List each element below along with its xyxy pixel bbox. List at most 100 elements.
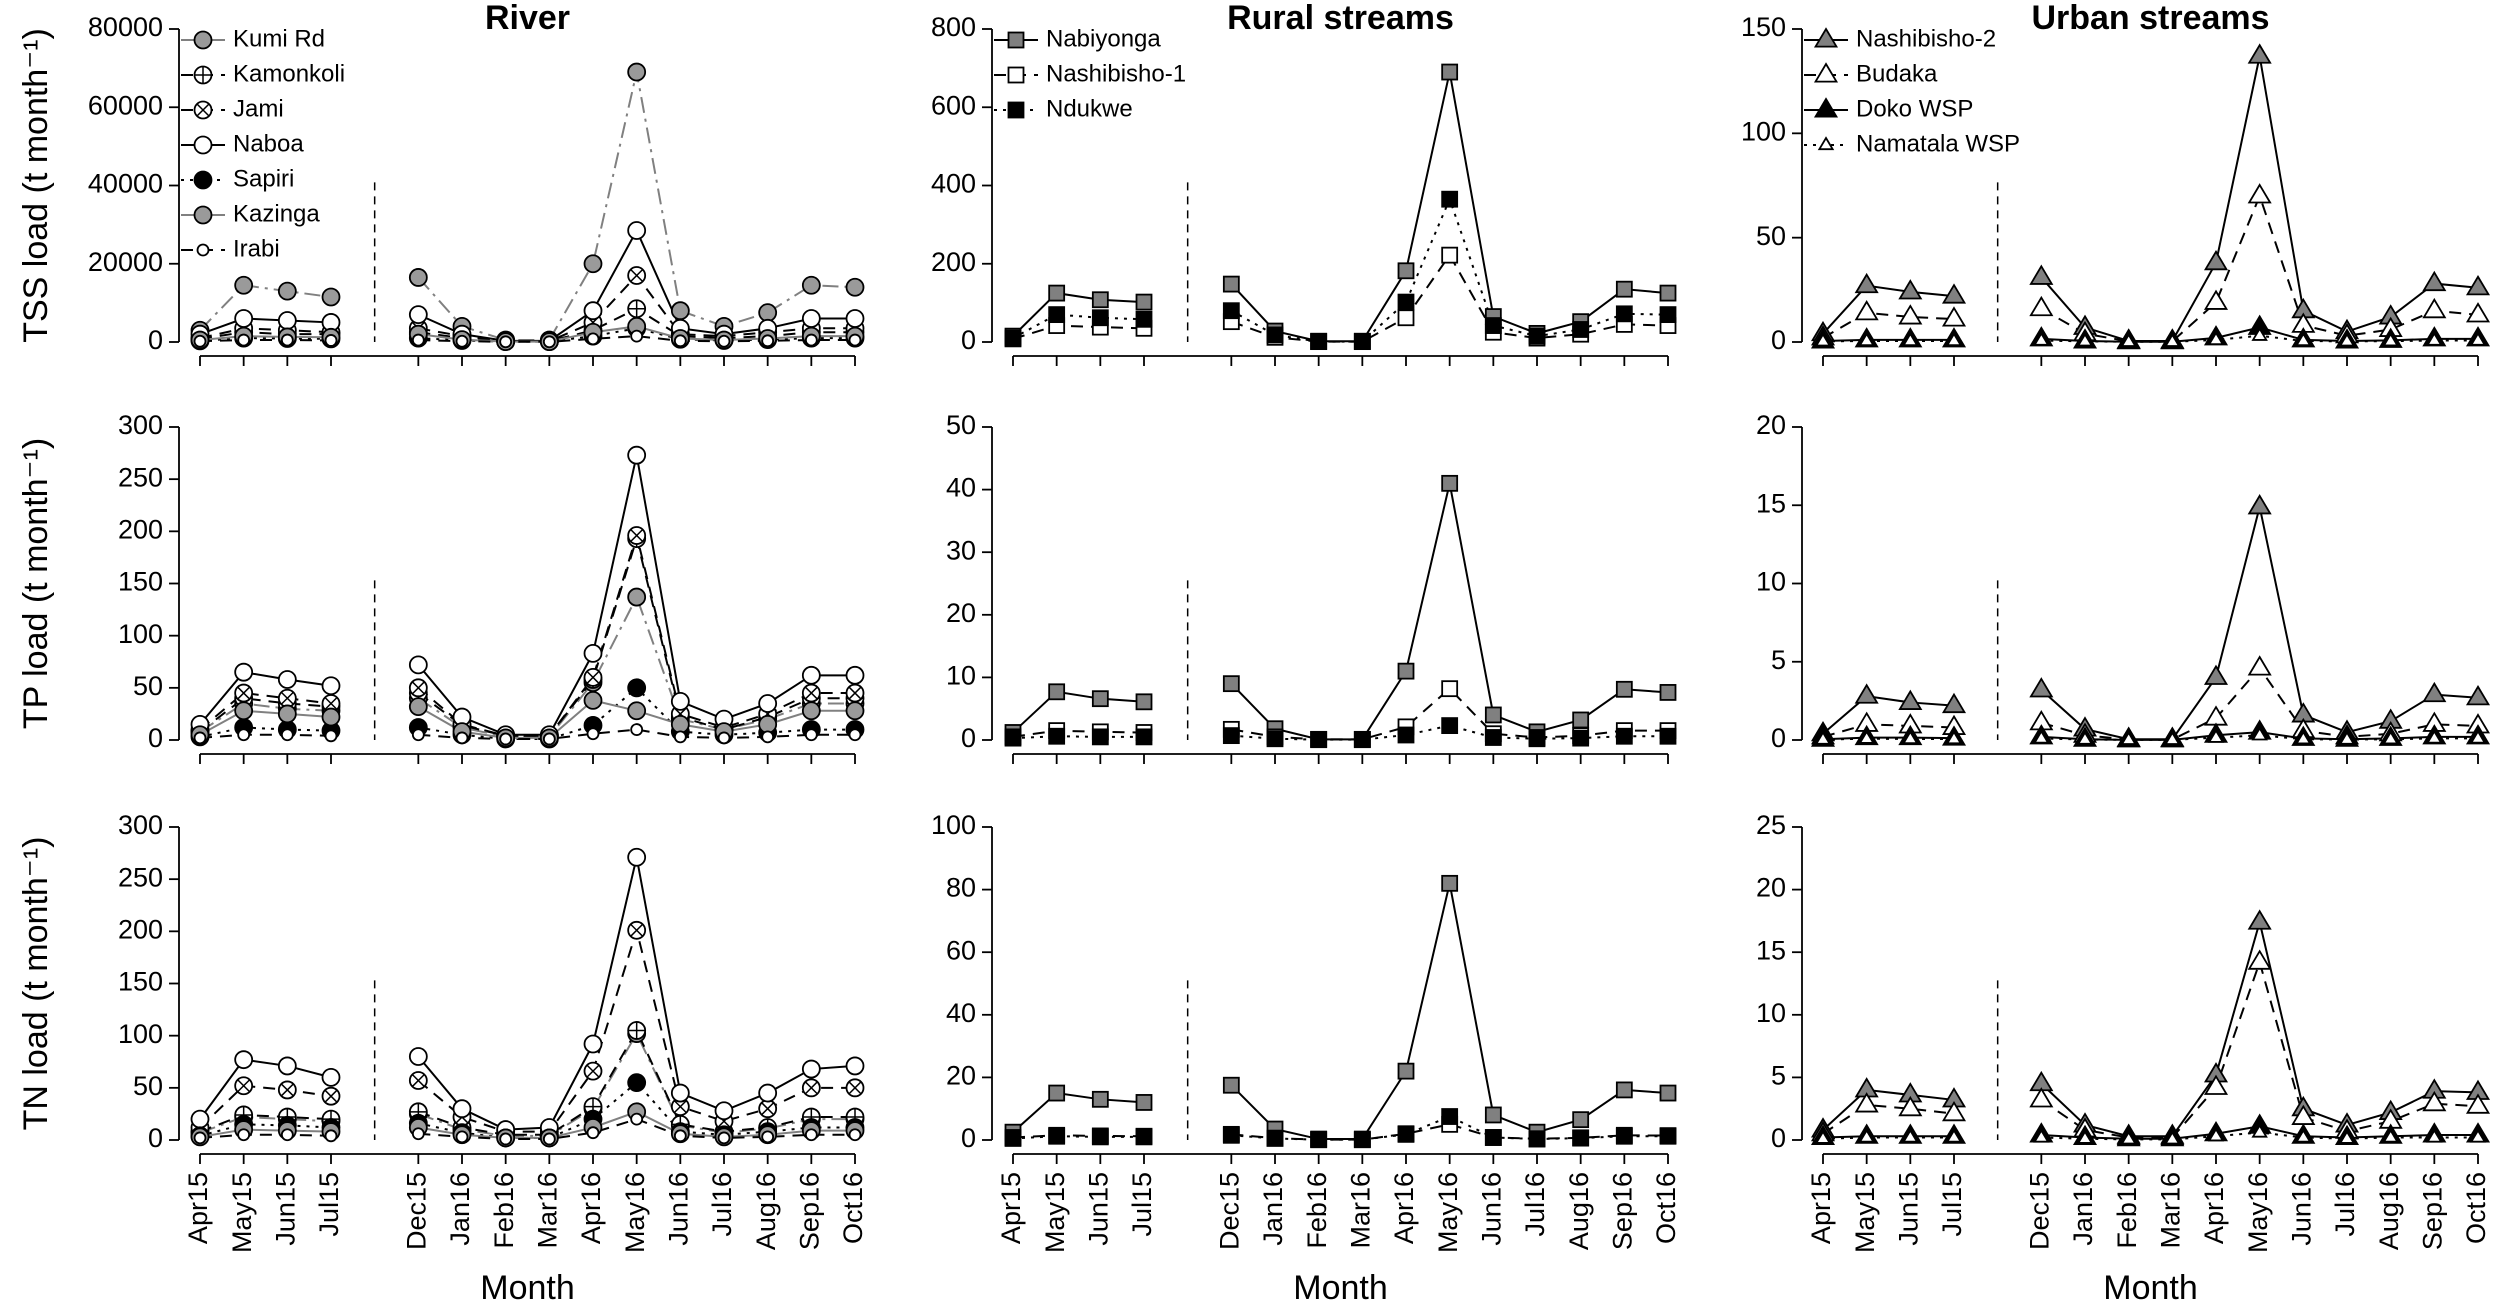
legend-label: Kazinga	[233, 200, 320, 227]
marker-shape	[1004, 1130, 1022, 1147]
y-tick-label: 300	[118, 410, 163, 440]
x-axis-label: Month	[2103, 1269, 2198, 1307]
chart-title: Rural streams	[1227, 0, 1454, 37]
marker-shape	[627, 62, 647, 82]
marker-shape	[277, 670, 297, 689]
marker	[670, 301, 690, 321]
marker	[324, 729, 338, 743]
marker-shape	[324, 1129, 338, 1143]
marker-shape	[2465, 684, 2491, 706]
marker	[2469, 729, 2487, 744]
marker	[2164, 333, 2181, 347]
marker-shape	[1397, 1062, 1415, 1080]
marker	[583, 301, 603, 321]
marker	[2295, 730, 2312, 745]
marker-shape	[1135, 728, 1153, 746]
marker	[234, 701, 254, 721]
marker	[234, 1050, 254, 1070]
y-tick-label: 60	[946, 935, 976, 965]
marker	[277, 1080, 297, 1100]
marker	[2247, 949, 2272, 970]
marker	[670, 714, 690, 734]
legend-marker	[1007, 31, 1025, 49]
marker-shape	[1902, 1128, 1919, 1143]
marker	[845, 309, 865, 328]
marker	[2469, 331, 2487, 346]
marker-shape	[408, 697, 428, 717]
marker	[1898, 279, 1923, 300]
marker-shape	[193, 170, 213, 190]
marker	[1441, 474, 1459, 492]
marker-shape	[630, 1112, 644, 1126]
x-tick-label: Apr16	[2199, 1172, 2229, 1244]
marker	[717, 334, 731, 348]
marker	[1310, 333, 1328, 351]
marker	[1353, 731, 1371, 749]
marker-shape	[1441, 246, 1459, 264]
marker	[586, 1126, 600, 1140]
marker-shape	[1659, 1127, 1677, 1145]
x-tick-label: Jul15	[314, 1172, 344, 1237]
marker	[2422, 270, 2447, 292]
series-line	[1822, 506, 2479, 741]
marker	[801, 701, 821, 721]
marker	[1266, 730, 1284, 748]
marker	[714, 1101, 734, 1121]
marker-shape	[1310, 333, 1328, 351]
legend-label: Nabiyonga	[1046, 25, 1161, 52]
marker-shape	[1941, 692, 1967, 714]
marker	[583, 644, 603, 663]
y-tick-label: 0	[1771, 723, 1786, 753]
series-line	[1012, 687, 1668, 741]
marker	[1397, 262, 1415, 280]
marker	[1091, 1090, 1109, 1108]
x-tick-label: Jun15	[1083, 1172, 1113, 1246]
marker-shape	[1813, 97, 1839, 118]
y-tick-label: 40000	[88, 169, 163, 199]
marker-shape	[2422, 297, 2447, 319]
x-tick-label: Oct16	[2461, 1172, 2491, 1244]
legend-marker	[1813, 97, 1839, 118]
marker	[277, 704, 297, 724]
marker-shape	[1902, 730, 1919, 745]
marker	[277, 311, 297, 330]
marker-shape	[499, 335, 513, 349]
y-tick-label: 600	[931, 90, 976, 120]
marker-shape	[2120, 1130, 2137, 1145]
x-tick-label: Dec15	[401, 1172, 431, 1250]
marker-shape	[234, 662, 254, 682]
x-tick-label: Aug16	[1564, 1172, 1594, 1250]
marker	[2426, 331, 2443, 346]
marker	[2207, 1127, 2225, 1142]
legend-label: Irabi	[233, 235, 280, 262]
marker-shape	[1091, 291, 1109, 309]
marker-shape	[1441, 717, 1459, 735]
marker-shape	[193, 205, 213, 225]
marker	[583, 254, 603, 274]
marker	[845, 277, 865, 297]
marker	[627, 587, 647, 607]
marker-shape	[1222, 1076, 1240, 1094]
marker	[627, 701, 647, 721]
marker-shape	[2382, 730, 2399, 745]
marker	[1528, 730, 1546, 748]
series-line	[1822, 326, 2478, 343]
marker	[237, 333, 251, 347]
marker-cross	[630, 268, 644, 283]
marker-shape	[2426, 331, 2443, 346]
marker	[193, 334, 207, 348]
marker	[2029, 677, 2054, 698]
x-tick-label: Jan16	[2068, 1172, 2098, 1246]
marker	[2033, 331, 2050, 346]
marker	[1441, 246, 1459, 264]
marker	[2469, 1128, 2487, 1143]
marker	[1222, 302, 1240, 320]
marker	[2247, 655, 2272, 676]
marker-shape	[196, 243, 210, 257]
marker	[2251, 1123, 2268, 1138]
marker-shape	[1222, 1126, 1240, 1144]
y-tick-label: 200	[118, 914, 163, 944]
marker-shape	[2076, 1129, 2094, 1144]
marker-shape	[1441, 190, 1459, 208]
marker	[758, 1083, 778, 1103]
